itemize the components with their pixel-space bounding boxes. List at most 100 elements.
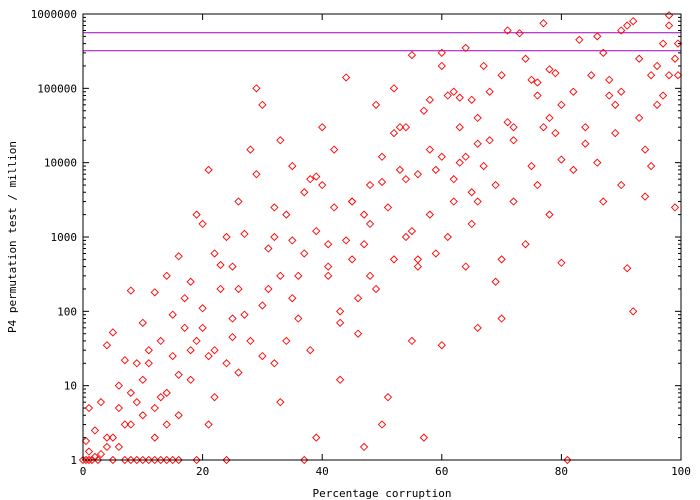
data-point bbox=[658, 91, 668, 100]
data-point bbox=[192, 336, 201, 346]
data-point bbox=[132, 398, 141, 407]
data-point bbox=[341, 73, 351, 82]
data-point bbox=[587, 71, 596, 80]
data-point bbox=[96, 398, 106, 407]
data-point bbox=[437, 152, 446, 161]
data-point bbox=[545, 210, 554, 219]
data-point bbox=[330, 203, 339, 212]
data-point bbox=[300, 455, 309, 465]
data-point bbox=[611, 100, 620, 109]
data-point bbox=[210, 249, 219, 258]
data-point bbox=[389, 84, 399, 93]
data-point bbox=[294, 271, 303, 281]
data-point bbox=[347, 255, 357, 264]
data-point bbox=[593, 32, 602, 41]
data-point bbox=[198, 219, 207, 229]
data-point bbox=[485, 136, 494, 145]
data-point bbox=[629, 307, 638, 316]
data-point bbox=[132, 359, 141, 368]
data-point bbox=[324, 240, 333, 249]
data-point bbox=[138, 375, 147, 384]
data-point bbox=[491, 180, 500, 190]
data-point bbox=[102, 442, 112, 452]
data-point bbox=[395, 123, 405, 132]
data-point bbox=[186, 375, 195, 384]
data-point bbox=[174, 411, 183, 420]
data-point bbox=[521, 240, 530, 249]
data-point bbox=[545, 113, 554, 123]
data-point bbox=[461, 262, 470, 271]
data-point bbox=[186, 277, 195, 286]
data-point bbox=[497, 314, 506, 323]
data-point bbox=[126, 420, 135, 429]
data-point bbox=[557, 258, 566, 267]
data-point bbox=[377, 152, 387, 161]
data-point bbox=[347, 197, 357, 206]
data-point bbox=[126, 388, 135, 398]
data-point bbox=[467, 95, 476, 104]
data-point bbox=[371, 284, 381, 294]
data-point bbox=[84, 447, 94, 456]
data-point bbox=[258, 301, 267, 310]
data-point bbox=[282, 336, 291, 346]
data-point bbox=[144, 455, 153, 465]
y-tick-label: 10000 bbox=[44, 157, 77, 170]
data-point bbox=[527, 161, 536, 171]
data-point bbox=[216, 260, 225, 270]
data-point bbox=[365, 180, 375, 190]
data-point bbox=[533, 91, 542, 100]
data-point bbox=[192, 455, 201, 465]
data-point bbox=[318, 180, 327, 190]
data-point bbox=[156, 393, 165, 402]
data-point bbox=[473, 197, 482, 206]
data-point bbox=[455, 93, 464, 102]
data-point bbox=[617, 26, 626, 35]
data-point bbox=[646, 161, 656, 171]
data-point bbox=[276, 136, 285, 145]
data-point bbox=[640, 145, 650, 154]
data-point bbox=[652, 61, 662, 71]
data-point bbox=[673, 71, 683, 80]
data-point bbox=[509, 123, 518, 132]
data-point bbox=[234, 284, 243, 294]
data-point bbox=[324, 262, 333, 271]
data-point bbox=[156, 455, 165, 465]
data-point bbox=[93, 455, 103, 465]
data-point bbox=[377, 177, 387, 187]
data-point bbox=[102, 341, 112, 350]
data-point bbox=[664, 11, 674, 20]
data-point bbox=[419, 433, 428, 442]
data-point bbox=[527, 75, 536, 84]
data-point bbox=[162, 455, 171, 465]
data-point bbox=[377, 420, 387, 429]
data-point bbox=[461, 43, 470, 53]
data-point bbox=[497, 255, 506, 264]
data-point bbox=[365, 271, 375, 281]
data-point bbox=[353, 294, 363, 303]
data-point bbox=[575, 35, 584, 44]
data-point bbox=[126, 286, 135, 295]
data-point bbox=[84, 403, 94, 413]
y-axis-label: P4 permutation test / million bbox=[6, 141, 19, 333]
data-point bbox=[467, 219, 476, 229]
x-tick-label: 20 bbox=[196, 465, 209, 478]
data-point bbox=[174, 252, 183, 261]
data-point bbox=[312, 433, 321, 442]
data-point bbox=[228, 262, 237, 271]
data-point bbox=[150, 455, 159, 465]
data-point bbox=[497, 71, 506, 80]
data-point bbox=[222, 455, 231, 465]
data-point bbox=[138, 411, 147, 420]
data-point bbox=[635, 113, 644, 123]
data-point bbox=[258, 100, 267, 109]
x-axis-ticks: 0 20 40 60 80 100 bbox=[80, 14, 691, 478]
data-point bbox=[401, 123, 411, 132]
data-point bbox=[336, 307, 345, 316]
data-point bbox=[401, 175, 411, 184]
data-point bbox=[479, 161, 488, 171]
data-point bbox=[437, 48, 446, 58]
data-point bbox=[551, 69, 560, 78]
data-point bbox=[132, 455, 141, 465]
data-point bbox=[640, 192, 650, 201]
data-point bbox=[557, 155, 566, 164]
